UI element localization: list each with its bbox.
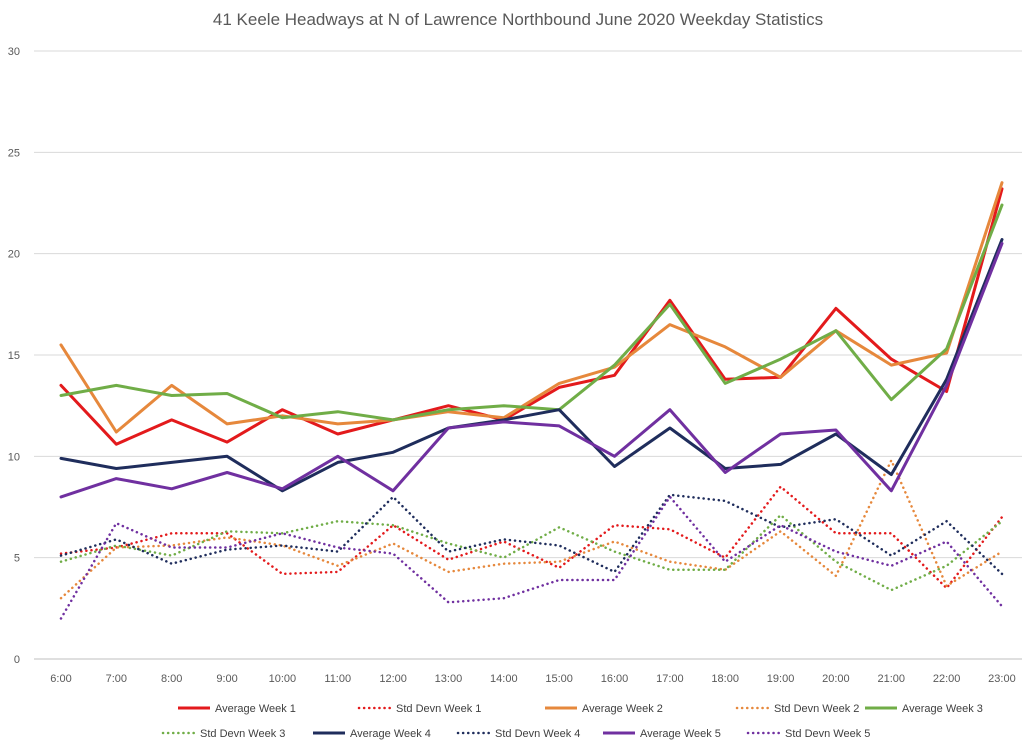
series-line-average-week-4	[59, 238, 1004, 493]
x-tick-label: 6:00	[50, 673, 71, 685]
legend-label: Average Week 5	[640, 728, 721, 740]
series-line-std-devn-week-2	[59, 459, 1004, 600]
x-tick-label: 17:00	[656, 673, 684, 685]
x-tick-label: 9:00	[216, 673, 237, 685]
x-tick-label: 10:00	[269, 673, 297, 685]
series-line-average-week-2	[59, 181, 1004, 434]
x-tick-label: 12:00	[379, 673, 407, 685]
x-axis-ticks: 6:00 7:00 8:00 9:00 10:00 11:00 12:00 13:00 14:0…	[50, 673, 1015, 685]
x-tick-label: 15:00	[545, 673, 573, 685]
x-tick-label: 23:00	[988, 673, 1016, 685]
legend-label: Std Devn Week 5	[785, 728, 870, 740]
x-tick-label: 14:00	[490, 673, 518, 685]
legend-label: Std Devn Week 1	[396, 703, 481, 715]
y-tick-label: 5	[14, 553, 20, 565]
legend-label: Std Devn Week 3	[200, 728, 285, 740]
x-tick-label: 18:00	[711, 673, 739, 685]
x-tick-label: 16:00	[601, 673, 629, 685]
series-lines	[59, 181, 1004, 620]
legend: Average Week 1 Std Devn Week 1 Average Wee…	[161, 703, 983, 740]
x-tick-label: 19:00	[767, 673, 795, 685]
y-tick-label: 30	[8, 46, 20, 58]
x-tick-label: 11:00	[324, 673, 351, 685]
x-tick-label: 8:00	[161, 673, 182, 685]
series-line-average-week-3	[59, 203, 1004, 422]
legend-label: Std Devn Week 4	[495, 728, 580, 740]
x-tick-label: 7:00	[106, 673, 127, 685]
legend-label: Average Week 2	[582, 703, 663, 715]
y-tick-label: 0	[14, 654, 20, 666]
x-tick-label: 20:00	[822, 673, 850, 685]
series-line-average-week-1	[59, 187, 1004, 446]
series-line-average-week-5	[59, 242, 1004, 499]
series-line-std-devn-week-1	[59, 485, 1004, 590]
y-tick-label: 15	[8, 350, 20, 362]
legend-label: Average Week 3	[902, 703, 983, 715]
gridlines	[34, 50, 1022, 660]
y-tick-label: 10	[8, 451, 20, 463]
x-tick-label: 22:00	[933, 673, 961, 685]
x-tick-label: 13:00	[435, 673, 463, 685]
x-tick-label: 21:00	[877, 673, 905, 685]
y-axis-ticks: 0 5 10 15 20 25 30	[8, 46, 20, 666]
legend-label: Average Week 1	[215, 703, 296, 715]
y-tick-label: 20	[8, 249, 20, 261]
series-line-std-devn-week-4	[59, 493, 1004, 576]
legend-label: Average Week 4	[350, 728, 431, 740]
legend-label: Std Devn Week 2	[774, 703, 859, 715]
y-tick-label: 25	[8, 147, 20, 159]
chart-title: 41 Keele Headways at N of Lawrence North…	[213, 10, 823, 29]
